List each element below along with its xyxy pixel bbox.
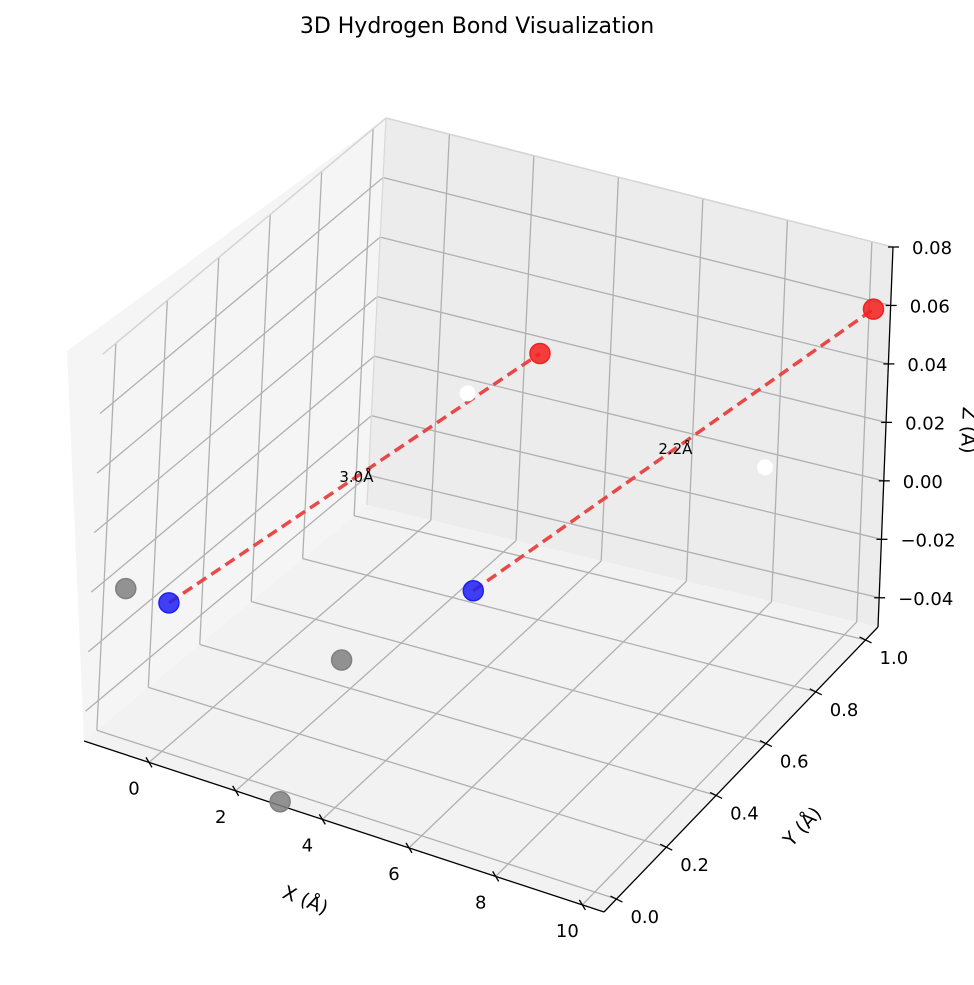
z-tick-label: 0.02 — [905, 413, 945, 434]
z-tick-label: −0.02 — [900, 530, 955, 551]
x-tick-label: 8 — [475, 892, 486, 913]
atom-O — [529, 342, 551, 365]
atom-H — [459, 385, 476, 402]
floor-pane — [84, 505, 878, 912]
gridline-y-floor — [353, 515, 866, 641]
atom-C — [330, 649, 353, 671]
z-tick-label: 0.00 — [903, 472, 943, 493]
x-tick-mark — [578, 899, 586, 911]
z-axis-label: Z (Å) — [956, 406, 974, 454]
gridline-x-back — [685, 198, 704, 582]
y-tick-mark — [859, 636, 872, 644]
atom-H — [757, 459, 774, 476]
gridline-z-side — [85, 474, 369, 712]
back-pane — [367, 118, 893, 627]
bond-distance-label: 2.2Å — [658, 439, 693, 458]
left-pane — [67, 118, 386, 741]
gridline-x-floor — [581, 621, 858, 906]
z-tick-label: −0.04 — [898, 589, 953, 610]
x-tick-mark — [232, 785, 240, 797]
gridline-y-side — [353, 128, 374, 516]
gridline-z-back — [382, 176, 891, 307]
atom-O — [862, 298, 885, 320]
gridline-y-side — [147, 300, 168, 688]
x-tick-label: 0 — [128, 778, 139, 799]
gridline-x-floor — [321, 560, 602, 820]
gridline-x-back — [770, 220, 789, 602]
gridline-x-back — [515, 155, 535, 541]
x-axis-line — [83, 740, 605, 913]
atom-C — [115, 577, 137, 600]
atoms — [115, 298, 885, 813]
chart-title: 3D Hydrogen Bond Visualization — [300, 14, 654, 39]
bond-distance-label: 3.0Å — [339, 467, 374, 486]
bond-lines: 3.0Å 2.2Å — [167, 307, 875, 605]
gridline-x-floor — [495, 601, 773, 877]
gridline-x-floor — [148, 519, 432, 763]
gridline-y-floor — [199, 643, 717, 797]
z-tick-label: 0.06 — [910, 296, 950, 317]
gridline-y-floor — [302, 558, 816, 693]
y-tick-label: 0.2 — [680, 855, 709, 876]
x-tick-label: 6 — [388, 864, 399, 885]
x-axis-label: X (Å) — [279, 881, 331, 920]
pane-edge — [102, 117, 387, 355]
gridline-z-side — [87, 415, 372, 653]
gridline-z-back — [371, 415, 882, 540]
x-tick-mark — [405, 842, 413, 854]
hydrogen-bond-line — [167, 352, 541, 605]
x-tick-mark — [318, 814, 326, 825]
gridline-z-back — [374, 355, 884, 482]
pane-edge — [366, 117, 387, 506]
gridline-y-floor — [251, 600, 767, 745]
gridline-y-side — [302, 171, 323, 559]
gridline-z-back — [379, 236, 889, 365]
y-tick-mark — [709, 791, 723, 799]
hydrogen-bond-line — [472, 307, 875, 593]
gridline-z-side — [90, 355, 375, 593]
y-tick-mark — [759, 740, 773, 748]
atom-C — [269, 790, 291, 813]
gridline-z-back — [368, 474, 880, 599]
gridline-z-side — [99, 177, 384, 415]
x-tick-label: 10 — [556, 921, 579, 942]
axes: 0 2 4 6 8 10 0.0 0.2 0.4 0.6 0.8 1.0 −0.04 −0.02 0.00 0… — [83, 117, 956, 942]
gridline-z-side — [96, 236, 381, 474]
gridline-z-back — [377, 295, 887, 424]
z-tick-label: 0.08 — [912, 238, 952, 259]
y-tick-mark — [610, 895, 623, 903]
y-tick-mark — [659, 843, 673, 851]
gridline-x-floor — [408, 580, 687, 849]
y-tick-label: 1.0 — [880, 648, 909, 669]
gridline-x-back — [430, 134, 451, 521]
y-axis-label: Y (Å) — [778, 802, 827, 852]
x-tick-mark — [145, 757, 153, 768]
gridline-z-side — [93, 296, 378, 534]
y-tick-mark — [809, 688, 823, 696]
y-tick-label: 0.0 — [630, 907, 659, 928]
atom-N — [158, 592, 180, 614]
gridline-y-side — [96, 343, 117, 731]
gridline-y-side — [250, 214, 271, 602]
z-axis-line — [877, 246, 894, 628]
y-axis-line — [603, 626, 879, 913]
x-tick-label: 4 — [302, 835, 313, 856]
x-tick-label: 2 — [215, 807, 226, 828]
atom-N — [462, 580, 485, 602]
z-tick-label: 0.04 — [907, 355, 947, 376]
y-tick-label: 0.6 — [780, 752, 809, 773]
pane-edge — [385, 117, 894, 248]
y-tick-label: 0.4 — [730, 803, 759, 824]
gridline-y-floor — [96, 729, 617, 900]
gridline-y-floor — [148, 686, 667, 848]
y-tick-label: 0.8 — [830, 700, 859, 721]
grid-lines — [85, 117, 894, 906]
x-tick-mark — [492, 871, 500, 882]
